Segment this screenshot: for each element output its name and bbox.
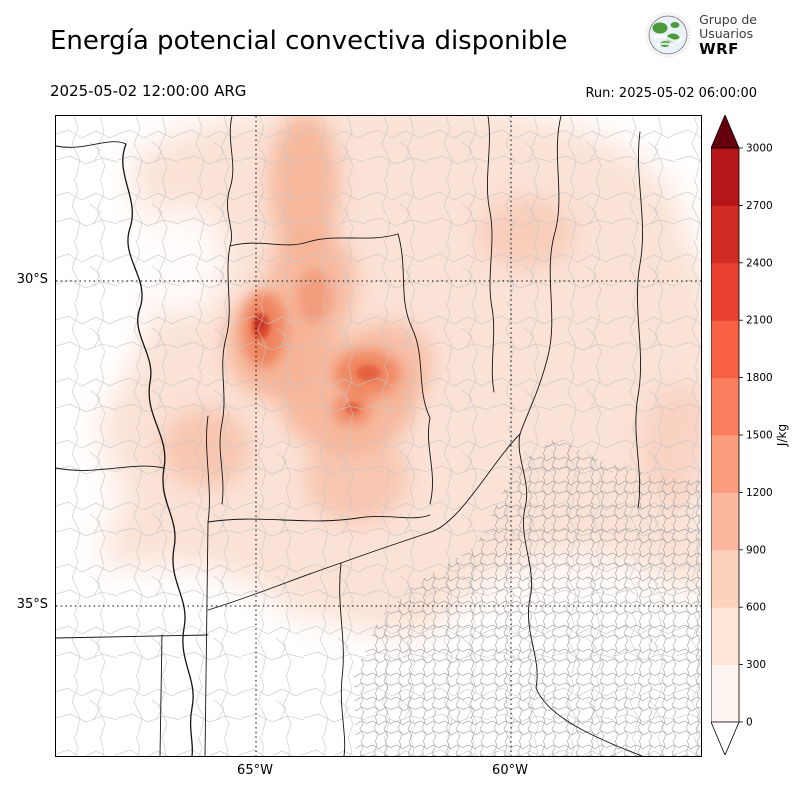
colorbar-scale: 0 300 600 900 1200 1500 1800 2100 2400 2700 3000 <box>710 113 773 757</box>
svg-text:3000: 3000 <box>746 143 773 155</box>
svg-text:0: 0 <box>746 717 753 729</box>
svg-text:2400: 2400 <box>746 257 773 269</box>
page-title: Energía potencial convectiva disponible <box>50 26 568 56</box>
lon-tick-60w: 60°W <box>492 763 528 778</box>
logo-line-1: Grupo de <box>699 11 757 27</box>
svg-text:600: 600 <box>746 602 766 614</box>
svg-text:1200: 1200 <box>746 487 773 499</box>
map-canvas <box>56 116 701 756</box>
globe-icon <box>645 12 691 58</box>
lat-tick-30s: 30°S <box>16 272 48 287</box>
svg-text:2100: 2100 <box>746 315 773 327</box>
svg-text:900: 900 <box>746 544 766 556</box>
colorbar: 0 300 600 900 1200 1500 1800 2100 2400 2700 3000 J… <box>710 113 800 757</box>
svg-text:1500: 1500 <box>746 430 773 442</box>
valid-time-label: 2025-05-02 12:00:00 ARG <box>50 82 247 100</box>
province-borders <box>56 116 643 756</box>
colorbar-unit-label: J/kg <box>775 423 789 447</box>
graticule <box>56 116 701 756</box>
logo-line-2: Usuarios <box>699 25 754 41</box>
svg-text:2700: 2700 <box>746 200 773 212</box>
svg-text:300: 300 <box>746 659 766 671</box>
lat-tick-35s: 35°S <box>16 597 48 612</box>
run-time-label: Run: 2025-05-02 06:00:00 <box>585 86 757 101</box>
lon-tick-65w: 65°W <box>237 763 273 778</box>
map-frame <box>55 115 702 757</box>
buenos-aires-departments <box>354 438 701 756</box>
wrf-users-group-logo: Grupo de Usuarios WRF <box>645 12 757 58</box>
svg-text:1800: 1800 <box>746 372 773 384</box>
logo-line-3: WRF <box>699 39 739 58</box>
